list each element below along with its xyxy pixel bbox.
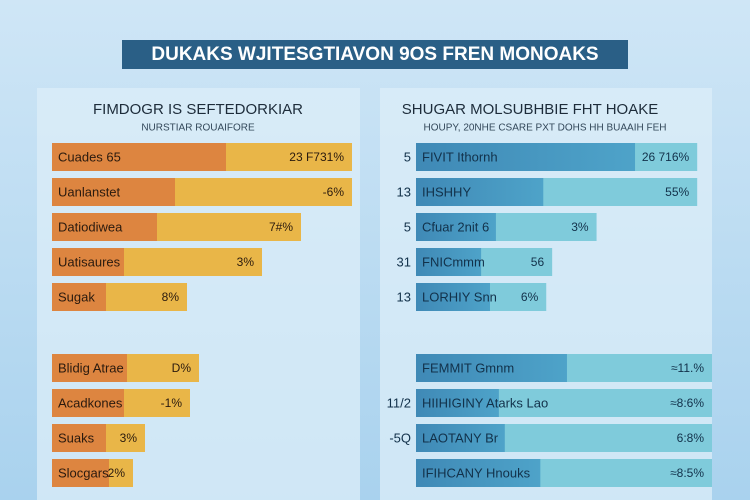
page-title: DUKAKS WJITESGTIAVON 9OS FREN MONOAKS (151, 44, 598, 65)
row-number: 31 (397, 254, 411, 269)
bar-highlight (52, 424, 106, 452)
value-label: 26 716% (642, 150, 690, 164)
value-label: 6:8% (677, 431, 705, 445)
row-number: -5Q (389, 430, 411, 445)
bar-highlight (52, 143, 226, 171)
bar-highlight (52, 459, 109, 487)
value-label: ≈8:6% (670, 396, 704, 410)
bar-highlight (416, 283, 490, 311)
bar-label: Acadkones (58, 395, 123, 410)
bar-label: IHSHHY (422, 184, 471, 199)
value-label: 23 F731% (289, 150, 344, 164)
bar-highlight (52, 283, 106, 311)
panel-subtitle: HOUPY, 20NHE CSARE PXT DOHS HH BUAAIH FE… (423, 123, 666, 134)
row-number: 11/2 (387, 395, 411, 410)
bar-highlight (52, 354, 127, 382)
value-label: D% (172, 361, 192, 375)
bar-highlight (416, 459, 541, 487)
bar-label: FNICmmm (422, 254, 485, 269)
bar-highlight (416, 354, 567, 382)
bar-label: FIVIT Ithornh (422, 149, 498, 164)
row-number: 5 (404, 219, 411, 234)
value-label: 3% (237, 255, 255, 269)
row-number: 13 (397, 289, 411, 304)
value-label: ≈11.% (671, 361, 704, 375)
row-number: 13 (397, 184, 411, 199)
bar-label: HIIHIGINY Atarks Lao (422, 395, 548, 410)
bar-highlight (52, 213, 157, 241)
bar-label: Cfuar 2nit 6 (422, 219, 489, 234)
value-label: 56 (531, 255, 545, 269)
title-banner (122, 40, 628, 69)
bar-label: Suaks (58, 430, 95, 445)
bar-highlight (52, 178, 175, 206)
bar-highlight (416, 143, 636, 171)
bar-label: Slocgars (58, 465, 109, 480)
bar-label: Blidig Atrae (58, 360, 124, 375)
bar-highlight (416, 389, 499, 417)
value-label: 55% (665, 185, 689, 199)
value-label: -6% (323, 185, 345, 199)
bar-label: Datiodiwea (58, 219, 123, 234)
bar-label: Sugak (58, 289, 95, 304)
value-label: -1% (161, 396, 183, 410)
value-label: 7#% (269, 220, 293, 234)
bar-label: LORHIY Snn (422, 289, 497, 304)
value-label: 6% (521, 290, 539, 304)
panel-title: SHUGAR MOLSUBHBIE FHT HOAKE (402, 101, 658, 118)
value-label: ≈8:5% (670, 466, 704, 480)
bar-label: Cuades 65 (58, 149, 121, 164)
bar-highlight (52, 389, 124, 417)
value-label: 3% (571, 220, 589, 234)
value-label: 8% (162, 290, 180, 304)
panel-subtitle: NURSTIAR ROUAIFORE (141, 123, 255, 134)
value-label: 2% (108, 466, 126, 480)
value-label: 3% (120, 431, 138, 445)
bar-highlight (416, 178, 544, 206)
bar-highlight (52, 248, 124, 276)
bar-label: FEMMIT Gmnm (422, 360, 514, 375)
bar-label: LAOTANY Br (422, 430, 499, 445)
row-number: 5 (404, 149, 411, 164)
bar-label: Uanlanstet (58, 184, 121, 199)
bar-highlight (416, 213, 496, 241)
bar-highlight (416, 248, 482, 276)
panel-title: FIMDOGR IS SEFTEDORKIAR (93, 101, 303, 118)
bar-highlight (416, 424, 505, 452)
bar-label: Uatisaures (58, 254, 121, 269)
bar-label: IFIHCANY Hnouks (422, 465, 531, 480)
